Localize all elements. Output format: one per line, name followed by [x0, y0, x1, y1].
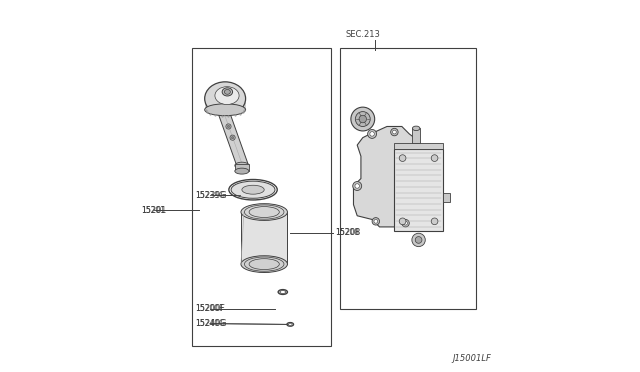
Circle shape: [230, 135, 235, 140]
Ellipse shape: [215, 87, 239, 105]
Circle shape: [226, 124, 231, 129]
Ellipse shape: [287, 323, 294, 326]
Circle shape: [415, 237, 422, 243]
Ellipse shape: [235, 162, 249, 169]
Text: J15001LF: J15001LF: [452, 354, 491, 363]
Circle shape: [412, 233, 425, 247]
Ellipse shape: [231, 181, 275, 198]
Bar: [241, 212, 287, 264]
Circle shape: [374, 219, 378, 223]
Circle shape: [370, 132, 374, 136]
Bar: [412, 128, 420, 143]
Circle shape: [355, 112, 370, 126]
Ellipse shape: [222, 88, 232, 96]
Text: 15200F: 15200F: [195, 304, 225, 313]
Bar: [394, 149, 443, 231]
Circle shape: [402, 219, 410, 227]
Circle shape: [431, 155, 438, 161]
Ellipse shape: [280, 291, 285, 294]
Bar: [443, 193, 450, 202]
Text: 15239G: 15239G: [195, 191, 225, 200]
Circle shape: [367, 129, 376, 138]
Text: 15240G: 15240G: [195, 319, 225, 328]
Bar: [235, 164, 249, 171]
Circle shape: [404, 221, 408, 225]
Text: 15200F: 15200F: [195, 304, 224, 313]
Circle shape: [355, 184, 360, 188]
Text: 15201: 15201: [141, 206, 166, 215]
Circle shape: [353, 182, 362, 190]
Ellipse shape: [412, 126, 420, 131]
Text: 15201: 15201: [141, 206, 166, 215]
Ellipse shape: [289, 324, 292, 325]
Ellipse shape: [235, 168, 249, 174]
Ellipse shape: [278, 289, 287, 295]
Ellipse shape: [241, 256, 287, 272]
Circle shape: [390, 128, 398, 136]
Bar: [340, 48, 476, 309]
Circle shape: [227, 125, 230, 128]
Ellipse shape: [205, 104, 246, 116]
Text: 15240G: 15240G: [195, 319, 227, 328]
Circle shape: [431, 218, 438, 225]
Text: 15239G: 15239G: [195, 191, 227, 200]
Circle shape: [351, 107, 374, 131]
Polygon shape: [219, 115, 248, 166]
Polygon shape: [353, 126, 417, 227]
Bar: [205, 96, 246, 110]
Text: SEC.213: SEC.213: [346, 30, 380, 39]
Text: 15208: 15208: [335, 228, 359, 237]
Ellipse shape: [205, 82, 246, 115]
Bar: [394, 143, 443, 149]
Ellipse shape: [241, 204, 287, 220]
Ellipse shape: [242, 185, 264, 194]
Circle shape: [232, 137, 234, 139]
Bar: [191, 48, 331, 346]
Circle shape: [392, 130, 396, 134]
Circle shape: [359, 115, 367, 123]
Circle shape: [399, 218, 406, 225]
Ellipse shape: [225, 89, 230, 94]
Circle shape: [372, 218, 380, 225]
Text: 15208: 15208: [335, 228, 360, 237]
Circle shape: [399, 155, 406, 161]
